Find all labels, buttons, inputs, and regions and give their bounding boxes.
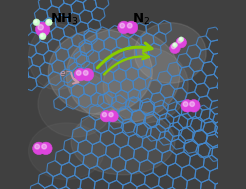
Circle shape: [76, 70, 81, 75]
Circle shape: [83, 70, 88, 75]
Circle shape: [109, 112, 113, 117]
FancyArrowPatch shape: [71, 73, 78, 84]
Circle shape: [181, 100, 194, 112]
Circle shape: [120, 23, 124, 28]
Circle shape: [179, 37, 184, 42]
Circle shape: [81, 68, 94, 81]
FancyArrowPatch shape: [97, 43, 152, 68]
Circle shape: [174, 44, 175, 45]
Circle shape: [127, 23, 132, 28]
Ellipse shape: [29, 123, 104, 180]
Circle shape: [35, 20, 37, 23]
Ellipse shape: [103, 47, 188, 123]
Circle shape: [125, 21, 138, 34]
Ellipse shape: [48, 29, 152, 114]
FancyArrowPatch shape: [104, 53, 149, 74]
Circle shape: [170, 43, 180, 53]
Ellipse shape: [134, 23, 206, 83]
Circle shape: [33, 19, 40, 26]
Circle shape: [35, 144, 40, 149]
Text: NH$_3$: NH$_3$: [50, 12, 79, 27]
Circle shape: [118, 21, 130, 34]
Circle shape: [40, 142, 52, 155]
Ellipse shape: [38, 71, 114, 137]
Ellipse shape: [71, 109, 175, 175]
Circle shape: [41, 34, 43, 37]
Circle shape: [33, 142, 45, 155]
Circle shape: [176, 37, 186, 48]
Ellipse shape: [66, 28, 180, 123]
Circle shape: [47, 20, 49, 23]
Circle shape: [190, 102, 195, 106]
Circle shape: [171, 45, 175, 49]
Circle shape: [183, 102, 188, 106]
Circle shape: [180, 38, 182, 40]
Circle shape: [107, 111, 118, 122]
Text: N$_2$: N$_2$: [132, 12, 150, 27]
Circle shape: [188, 100, 200, 112]
Circle shape: [38, 25, 43, 30]
Circle shape: [35, 22, 50, 36]
Circle shape: [178, 39, 182, 43]
Text: e$^-$: e$^-$: [59, 69, 72, 79]
Circle shape: [74, 68, 87, 81]
Circle shape: [39, 33, 46, 40]
Circle shape: [102, 112, 107, 117]
Circle shape: [100, 111, 112, 122]
Circle shape: [46, 19, 52, 26]
Ellipse shape: [29, 24, 85, 90]
Circle shape: [172, 43, 177, 47]
Circle shape: [42, 144, 46, 149]
